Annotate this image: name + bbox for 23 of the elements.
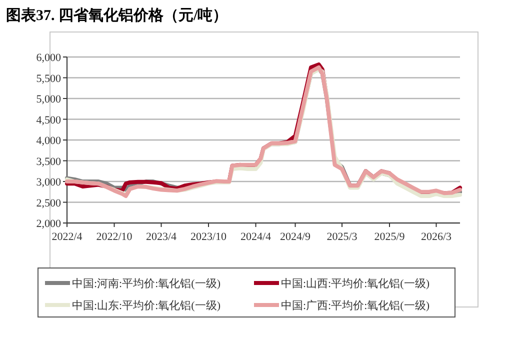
x-tick-label: 2024/9 (280, 231, 312, 243)
x-tick-label: 2024/4 (240, 231, 272, 243)
y-tick-label: 5,000 (36, 94, 62, 106)
y-tick-label: 5,500 (36, 72, 62, 85)
x-tick-label: 2026/3 (420, 231, 452, 243)
x-tick-label: 2023/10 (190, 231, 228, 243)
y-tick-label: 4,500 (36, 114, 62, 126)
x-tick-label: 2022/10 (96, 231, 133, 243)
x-tick-label: 2023/4 (146, 231, 178, 243)
y-tick-label: 4,000 (36, 135, 62, 147)
legend-label: 中国:山西:平均价:氧化铝(一级) (281, 277, 430, 290)
x-tick-label: 2025/3 (326, 231, 358, 243)
legend-label: 中国:山东:平均价:氧化铝(一级) (72, 299, 221, 312)
legend-label: 中国:广西:平均价:氧化铝(一级) (281, 299, 430, 312)
y-tick-label: 3,000 (36, 176, 62, 188)
y-tick-label: 2,500 (36, 197, 62, 210)
chart-title: 图表37. 四省氧化铝价格（元/吨） (6, 7, 228, 24)
legend-label: 中国:河南:平均价:氧化铝(一级) (72, 277, 221, 290)
x-tick-label: 2022/4 (52, 231, 83, 243)
y-tick-label: 6,000 (36, 52, 62, 64)
y-tick-label: 2,000 (36, 218, 62, 230)
x-tick-label: 2025/9 (374, 231, 406, 243)
y-tick-label: 3,500 (36, 156, 62, 168)
